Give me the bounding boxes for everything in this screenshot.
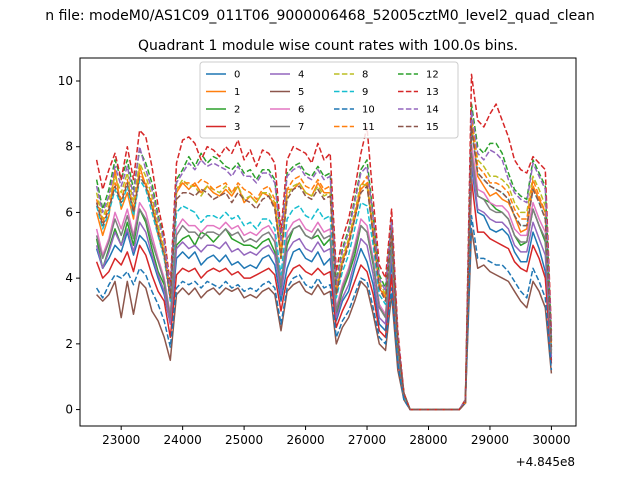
legend-label-9: 9 [362,87,368,98]
x-offset-label: +4.845e8 [516,455,575,469]
x-tick-label: 25000 [225,433,263,447]
series-line-3 [95,178,553,411]
chart-title: Quadrant 1 module wise count rates with … [138,38,518,54]
legend-label-4: 4 [298,70,304,81]
suptitle: n file: modeM0/AS1C09_011T06_9000006468_… [45,8,594,24]
plot-frame [79,57,577,427]
legend-label-2: 2 [234,105,240,116]
x-tick-label: 28000 [409,433,447,447]
legend-label-10: 10 [362,105,375,116]
legend-label-11: 11 [362,122,375,133]
y-tick-label: 6 [65,205,73,219]
y-tick-label: 10 [58,74,73,88]
y-tick-label: 4 [65,271,73,285]
x-axis: 23000 24000 25000 26000 27000 28000 29000 30000 [102,426,571,447]
y-tick-label: 8 [65,140,73,154]
legend-label-13: 13 [426,87,439,98]
x-tick-label: 30000 [532,433,570,447]
legend-label-8: 8 [362,70,368,81]
y-tick-label: 0 [65,403,73,417]
legend-label-6: 6 [298,105,304,116]
x-tick-label: 27000 [348,433,386,447]
legend-box [199,61,459,139]
series-line-14 [95,109,553,411]
x-tick-label: 26000 [286,433,324,447]
x-tick-label: 23000 [102,433,140,447]
legend-label-12: 12 [426,70,439,81]
series-line-7 [95,152,553,411]
series-line-5 [96,228,553,411]
legend-label-7: 7 [298,122,304,133]
series-line-10 [95,214,553,411]
series-line-15 [95,126,553,411]
x-tick-label: 29000 [471,433,509,447]
y-tick-label: 2 [65,337,73,351]
legend-label-5: 5 [298,87,304,98]
legend-label-15: 15 [426,122,439,133]
legend-label-0: 0 [234,70,240,81]
y-axis: 0 2 4 6 8 10 [58,74,80,417]
legend-label-3: 3 [234,122,240,133]
legend-label-14: 14 [426,105,439,116]
x-tick-label: 24000 [164,433,202,447]
legend-label-1: 1 [234,87,240,98]
series-layer [95,73,553,411]
